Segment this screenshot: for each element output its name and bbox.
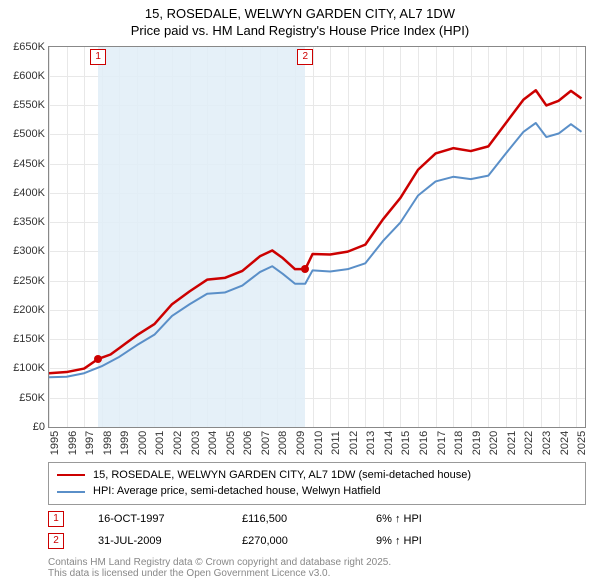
legend: 15, ROSEDALE, WELWYN GARDEN CITY, AL7 1D… [48, 462, 586, 505]
x-tick: 2009 [295, 431, 307, 455]
annotation-marker: 2 [48, 533, 64, 549]
x-tick: 2025 [576, 431, 588, 455]
legend-item: HPI: Average price, semi-detached house,… [57, 483, 577, 500]
annotation-pct: 6% ↑ HPI [376, 513, 422, 525]
x-tick: 2001 [154, 431, 166, 455]
y-tick: £300K [1, 245, 45, 257]
legend-label: HPI: Average price, semi-detached house,… [93, 483, 381, 500]
y-tick: £650K [1, 41, 45, 53]
y-tick: £200K [1, 304, 45, 316]
y-tick: £350K [1, 216, 45, 228]
legend-label: 15, ROSEDALE, WELWYN GARDEN CITY, AL7 1D… [93, 467, 471, 484]
legend-swatch [57, 491, 85, 493]
x-tick: 2018 [453, 431, 465, 455]
x-tick: 2002 [172, 431, 184, 455]
annotation-date: 16-OCT-1997 [98, 513, 208, 525]
y-tick: £500K [1, 128, 45, 140]
x-tick: 1997 [84, 431, 96, 455]
x-tick: 2005 [225, 431, 237, 455]
y-tick: £0 [1, 421, 45, 433]
price-chart: £0£50K£100K£150K£200K£250K£300K£350K£400… [48, 46, 586, 428]
x-tick: 2012 [348, 431, 360, 455]
x-tick: 2024 [559, 431, 571, 455]
annotation-price: £270,000 [242, 535, 342, 547]
legend-swatch [57, 474, 85, 476]
annotation-pct: 9% ↑ HPI [376, 535, 422, 547]
title-line1: 15, ROSEDALE, WELWYN GARDEN CITY, AL7 1D… [0, 6, 600, 23]
y-tick: £50K [1, 392, 45, 404]
annotation-row: 2 31-JUL-2009 £270,000 9% ↑ HPI [48, 533, 586, 549]
x-tick: 1998 [102, 431, 114, 455]
y-tick: £450K [1, 158, 45, 170]
marker-2: 2 [297, 49, 313, 65]
x-tick: 2021 [506, 431, 518, 455]
x-tick: 2017 [436, 431, 448, 455]
x-tick: 2013 [365, 431, 377, 455]
y-tick: £100K [1, 362, 45, 374]
annotation-marker: 1 [48, 511, 64, 527]
x-tick: 2003 [190, 431, 202, 455]
x-tick: 1999 [119, 431, 131, 455]
y-tick: £600K [1, 70, 45, 82]
title-line2: Price paid vs. HM Land Registry's House … [0, 23, 600, 40]
series-hpi [49, 123, 581, 377]
sale-dot [301, 265, 309, 273]
x-tick: 2007 [260, 431, 272, 455]
y-tick: £250K [1, 275, 45, 287]
marker-1: 1 [90, 49, 106, 65]
footer-line1: Contains HM Land Registry data © Crown c… [48, 557, 586, 568]
x-tick: 1996 [67, 431, 79, 455]
x-tick: 2011 [330, 431, 342, 455]
y-tick: £150K [1, 333, 45, 345]
x-tick: 2014 [383, 431, 395, 455]
series-property [49, 90, 581, 373]
x-tick: 2020 [488, 431, 500, 455]
annotation-price: £116,500 [242, 513, 342, 525]
x-tick: 2023 [541, 431, 553, 455]
x-tick: 2016 [418, 431, 430, 455]
x-tick: 2010 [313, 431, 325, 455]
footer-line2: This data is licensed under the Open Gov… [48, 568, 586, 579]
x-tick: 2015 [400, 431, 412, 455]
x-tick: 1995 [49, 431, 61, 455]
y-tick: £400K [1, 187, 45, 199]
x-tick: 2006 [242, 431, 254, 455]
annotation-date: 31-JUL-2009 [98, 535, 208, 547]
x-tick: 2004 [207, 431, 219, 455]
x-tick: 2019 [471, 431, 483, 455]
legend-item: 15, ROSEDALE, WELWYN GARDEN CITY, AL7 1D… [57, 467, 577, 484]
x-tick: 2000 [137, 431, 149, 455]
y-tick: £550K [1, 99, 45, 111]
x-tick: 2022 [523, 431, 535, 455]
x-tick: 2008 [277, 431, 289, 455]
sale-dot [94, 355, 102, 363]
annotation-row: 1 16-OCT-1997 £116,500 6% ↑ HPI [48, 511, 586, 527]
footer: Contains HM Land Registry data © Crown c… [48, 557, 586, 579]
